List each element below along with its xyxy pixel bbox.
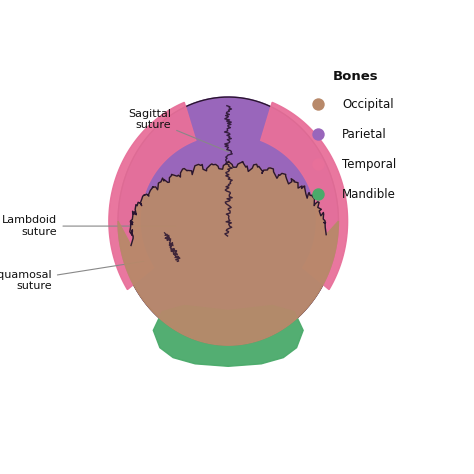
- Text: Bones: Bones: [333, 70, 379, 82]
- Polygon shape: [109, 102, 196, 290]
- Polygon shape: [153, 306, 303, 366]
- Point: [314, 130, 322, 138]
- Text: Mandible: Mandible: [342, 188, 396, 201]
- Text: Occipital: Occipital: [342, 98, 394, 111]
- Polygon shape: [118, 161, 338, 345]
- Point: [314, 191, 322, 198]
- Text: Temporal: Temporal: [342, 158, 396, 171]
- Point: [314, 160, 322, 168]
- Text: Sagittal
suture: Sagittal suture: [128, 109, 228, 152]
- Polygon shape: [261, 102, 347, 290]
- Text: Parietal: Parietal: [342, 128, 387, 141]
- Point: [314, 100, 322, 108]
- Text: Squamosal
suture: Squamosal suture: [0, 261, 144, 292]
- Polygon shape: [118, 97, 338, 345]
- Text: Lambdoid
suture: Lambdoid suture: [2, 215, 176, 237]
